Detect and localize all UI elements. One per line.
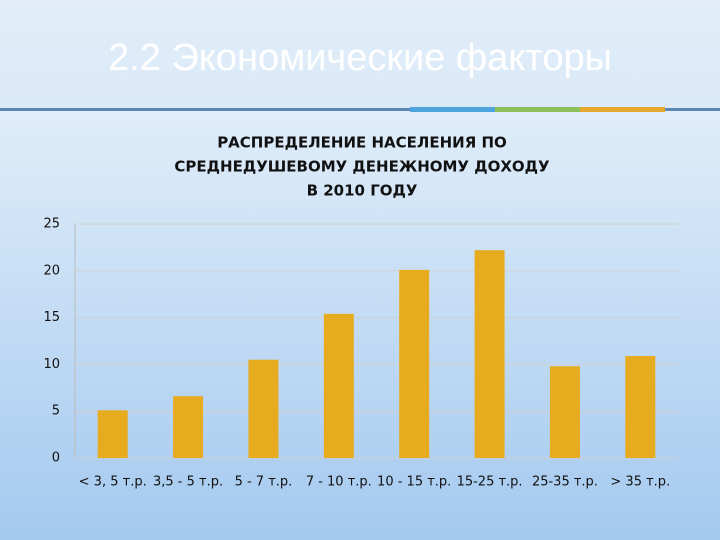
header-rule: [0, 108, 410, 111]
header-band: [0, 0, 720, 108]
x-tick-label: 10 - 15 т.р.: [377, 475, 451, 490]
x-tick-label: > 35 т.р.: [610, 475, 670, 490]
y-tick-label: 20: [43, 263, 60, 278]
header-rule: [665, 108, 720, 111]
bar: [323, 313, 354, 458]
bar: [97, 410, 128, 458]
slide-title: 2.2 Экономические факторы: [108, 37, 612, 79]
bar: [549, 366, 580, 458]
y-tick-label: 15: [43, 310, 60, 325]
x-tick-label: 5 - 7 т.р.: [235, 475, 293, 490]
y-tick-label: 10: [43, 357, 60, 372]
y-tick-label: 5: [52, 404, 60, 419]
x-tick-label: 25-35 т.р.: [532, 475, 598, 490]
bar: [248, 359, 279, 458]
x-tick-label: 3,5 - 5 т.р.: [153, 475, 223, 490]
chart-title: РАСПРЕДЕЛЕНИЕ НАСЕЛЕНИЯ ПО: [217, 134, 507, 152]
y-tick-label: 0: [52, 451, 60, 466]
header-rule: [410, 107, 495, 112]
header-rule: [495, 107, 580, 112]
x-tick-label: < 3, 5 т.р.: [79, 475, 147, 490]
bar: [399, 269, 430, 458]
y-tick-label: 25: [43, 217, 60, 232]
bar: [173, 396, 204, 458]
bar: [474, 250, 505, 458]
x-tick-label: 7 - 10 т.р.: [306, 475, 372, 490]
chart-title: В 2010 ГОДУ: [307, 182, 418, 200]
x-tick-label: 15-25 т.р.: [457, 475, 523, 490]
header-rule: [580, 107, 665, 112]
chart-title: СРЕДНЕДУШЕВОМУ ДЕНЕЖНОМУ ДОХОДУ: [174, 158, 550, 176]
bar: [625, 355, 656, 458]
